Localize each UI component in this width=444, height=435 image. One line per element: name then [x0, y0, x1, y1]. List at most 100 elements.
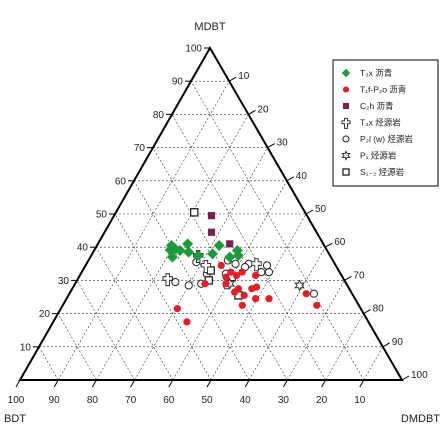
- legend-box: [332, 59, 439, 187]
- data-point-open-circle-1: [184, 281, 193, 290]
- data-point-circle-4: [217, 261, 225, 270]
- legend-marker-circle: [342, 86, 350, 93]
- tick-label-bdt-50: 50: [201, 395, 213, 406]
- grid-line-dmdbt-10: [57, 81, 230, 381]
- tick-label-dmdbt-90: 90: [392, 337, 404, 348]
- data-point-diamond-4: [166, 251, 178, 263]
- grid-line-bdt-90: [38, 346, 59, 381]
- tick-mark-bdt-50: [206, 379, 212, 388]
- legend-label-2: C₂h 沥青: [360, 101, 394, 111]
- tick-label-mdbt-100: 100: [185, 44, 202, 55]
- data-point-open-circle-9: [264, 268, 274, 277]
- tick-label-bdt-90: 90: [49, 395, 61, 406]
- grid-line-bdt-70: [76, 280, 135, 381]
- legend-marker-diamond: [341, 68, 351, 78]
- tick-mark-bdt-40: [244, 379, 250, 388]
- tick-mark-dmdbt-80: [363, 309, 371, 315]
- grid-line-bdt-80: [57, 313, 97, 381]
- tick-mark-dmdbt-100: [401, 375, 410, 381]
- tick-label-bdt-70: 70: [125, 395, 137, 406]
- data-point-circle-5: [222, 273, 230, 281]
- data-point-diamond-12: [232, 250, 244, 261]
- data-point-open-square-1: [206, 266, 215, 275]
- data-point-star-1: [294, 279, 305, 292]
- tick-label-bdt-100: 100: [8, 395, 25, 406]
- legend-label-3: T₃x 烃源岩: [360, 118, 401, 128]
- tick-label-dmdbt-100: 100: [411, 370, 428, 381]
- data-point-square-0: [207, 212, 216, 220]
- grid-line-bdt-30: [152, 147, 288, 381]
- data-point-diamond-8: [213, 240, 225, 252]
- tick-label-mdbt-90: 90: [172, 77, 184, 88]
- legend-marker-open-circle: [342, 135, 350, 143]
- tick-label-mdbt-10: 10: [20, 342, 32, 353]
- data-point-circle-6: [222, 280, 230, 288]
- data-point-open-circle-6: [231, 259, 240, 268]
- data-point-open-circle-11: [309, 289, 318, 298]
- data-point-cross-2: [251, 258, 262, 272]
- tick-mark-bdt-90: [53, 379, 59, 388]
- tick-mark-dmdbt-90: [382, 342, 391, 348]
- tick-label-mdbt-50: 50: [96, 210, 108, 221]
- data-point-circle-16: [302, 290, 310, 298]
- tick-label-dmdbt-20: 20: [257, 104, 269, 115]
- grid-line-dmdbt-60: [248, 247, 326, 381]
- grid-line-bdt-60: [95, 247, 174, 381]
- data-point-circle-9: [240, 291, 248, 299]
- legend-label-1: T₁f-P₂o 沥青: [360, 85, 406, 95]
- tick-label-mdbt-80: 80: [153, 110, 165, 121]
- tick-label-bdt-80: 80: [87, 395, 99, 406]
- tick-label-bdt-20: 20: [316, 395, 328, 406]
- tick-mark-bdt-30: [282, 379, 288, 388]
- tick-labels: 10 10 10 20 20 20 30 30 30 40 40 40 50 50 50 60 60 60 70 70…: [8, 44, 428, 407]
- grid-line-dmdbt-70: [287, 280, 345, 381]
- tick-mark-dmdbt-50: [305, 209, 314, 215]
- legend-label-4: P₂l (w) 烃源岩: [360, 134, 413, 144]
- tick-mark-bdt-100: [15, 379, 21, 388]
- tick-label-bdt-10: 10: [354, 395, 366, 406]
- tick-label-dmdbt-30: 30: [277, 138, 289, 149]
- data-point-circle-1: [183, 318, 191, 326]
- tick-label-mdbt-40: 40: [77, 243, 89, 254]
- data-point-diamond-6: [192, 250, 204, 261]
- legend-marker-star: [341, 150, 351, 161]
- data-point-open-circle-0: [171, 277, 180, 287]
- data-point-square-1: [207, 228, 216, 236]
- tick-mark-dmdbt-30: [267, 143, 275, 149]
- tick-mark-dmdbt-10: [228, 76, 237, 82]
- tick-mark-dmdbt-40: [286, 176, 295, 182]
- tick-mark-bdt-60: [168, 379, 174, 388]
- legend-label-6: S₁₋₂ 烃源岩: [360, 167, 405, 177]
- tick-label-dmdbt-10: 10: [238, 71, 250, 82]
- legend-label-0: T₃x 沥青: [360, 68, 392, 78]
- tick-label-bdt-40: 40: [240, 395, 252, 406]
- data-point-circle-10: [232, 271, 241, 280]
- grid-line-dmdbt-80: [325, 313, 364, 381]
- tick-mark-bdt-20: [321, 379, 327, 388]
- tick-mark-dmdbt-70: [344, 275, 352, 281]
- data-point-circle-0: [173, 305, 181, 313]
- legend: T₃x 沥青 T₁f-P₂o 沥青 C₂h 沥青 T₃x 烃源岩 P₂l (w) 烃源岩…: [332, 59, 439, 187]
- grid-line-dmdbt-90: [363, 346, 384, 381]
- vertex-label-dmdbt: DMDBT: [401, 413, 440, 425]
- data-point-cross-0: [162, 273, 173, 287]
- data-point-open-circle-10: [262, 261, 272, 270]
- tick-mark-bdt-80: [91, 379, 97, 388]
- legend-label-5: P₁ 烃源岩: [360, 151, 397, 161]
- data-point-circle-17: [313, 301, 321, 309]
- tick-label-mdbt-30: 30: [58, 276, 70, 287]
- data-point-diamond-9: [224, 251, 236, 263]
- data-point-diamond-7: [207, 248, 219, 260]
- tick-label-dmdbt-60: 60: [334, 237, 346, 248]
- grid-line-bdt-50: [114, 213, 212, 381]
- data-point-circle-18: [227, 268, 235, 276]
- data-point-diamond-5: [183, 246, 195, 258]
- tick-label-mdbt-60: 60: [115, 176, 127, 187]
- data-point-circle-12: [252, 295, 260, 303]
- data-point-circle-7: [234, 285, 243, 293]
- data-point-open-square-0: [190, 208, 199, 217]
- legend-marker-cross: [341, 117, 351, 129]
- data-point-diamond-2: [174, 245, 186, 257]
- tick-label-dmdbt-40: 40: [296, 171, 308, 182]
- legend-marker-open-square: [342, 168, 350, 176]
